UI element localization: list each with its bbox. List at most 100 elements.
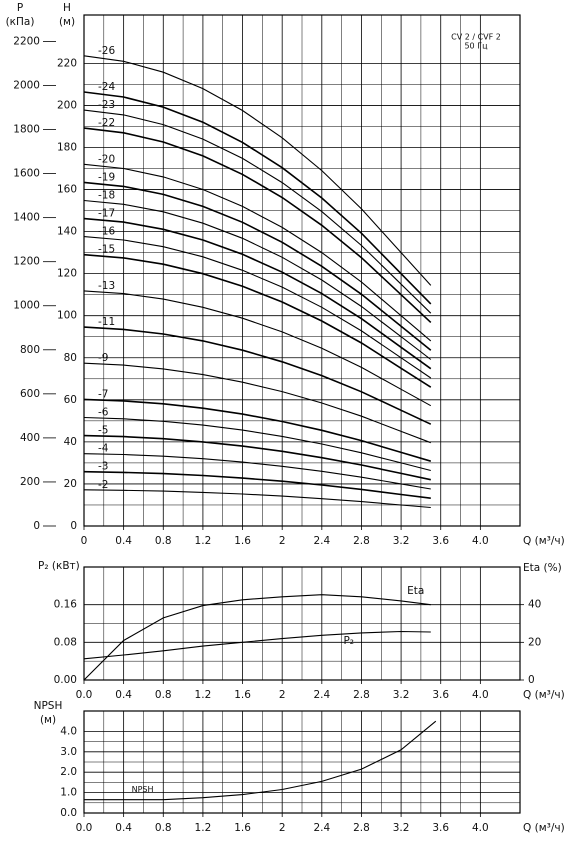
y2-tick-label: 400 [20,432,40,444]
series-line [83,594,431,681]
series-label: -22 [98,117,115,129]
x-tick-label: 0.8 [155,822,172,834]
series-label: P₂ [343,635,354,647]
y-tick-label: 200 [57,99,77,111]
y-axis-title: P₂ (кВт) [38,560,80,572]
x-tick-label: 0.4 [115,535,132,547]
y2-tick-label: 1000 [13,300,40,312]
series-line [83,290,432,407]
series-line [83,470,431,499]
y-tick-label: 4.0 [60,725,77,737]
x-tick-label: 2.4 [313,535,330,547]
series-label: -19 [98,171,115,183]
x-tick-label: 4.0 [472,689,489,701]
y-tick-label: 0.00 [54,674,77,686]
series-line [83,199,432,360]
series-label: -11 [98,316,115,328]
y2-tick-label: 40 [528,599,541,611]
x-tick-label: 1.6 [234,535,251,547]
series-line [83,453,431,490]
series-label: -16 [98,226,115,238]
series-line [83,217,432,370]
x-tick-label: 2 [279,822,286,834]
y2-tick-label: 1600 [13,168,40,180]
x-tick-label: 2 [279,689,286,701]
annotation: 50 Гц [464,42,488,51]
series-label: -20 [98,153,115,165]
x-axis-title: Q (м³/ч) [523,535,565,547]
y-tick-label: 0.0 [60,807,77,819]
x-tick-label: 0.0 [76,822,93,834]
x-tick-label: 1.6 [234,689,251,701]
x-tick-label: 4.0 [472,822,489,834]
series-line [83,630,431,660]
series-line [83,55,432,286]
series-label: -3 [98,461,108,473]
x-tick-label: 0.4 [115,822,132,834]
x-tick-label: 3.6 [432,822,449,834]
series-line [83,181,432,351]
y-tick-label: 80 [64,352,77,364]
series-line [83,127,432,323]
series-label: -9 [98,352,108,364]
y2-tick-label: 800 [20,344,40,356]
y-tick-label: 140 [57,226,77,238]
series-line [83,398,432,462]
y-tick-label: 120 [57,268,77,280]
x-tick-label: 2.8 [353,689,370,701]
x-tick-label: 3.6 [432,689,449,701]
x-tick-label: 2 [279,535,286,547]
series-line [83,362,431,444]
y-tick-label: 40 [64,436,77,448]
y-tick-label: 0.08 [54,636,77,648]
series-label: Eta [407,585,424,597]
x-tick-label: 2.8 [353,822,370,834]
x-axis-title: Q (м³/ч) [523,689,565,701]
x-tick-label: 3.2 [393,689,410,701]
x-tick-label: 2.8 [353,535,370,547]
series-label: -6 [98,406,109,418]
series-line [83,326,432,425]
series-line [83,253,432,388]
series-label: -4 [98,443,109,455]
y-tick-label: 160 [57,184,77,196]
y-tick-label: 220 [57,57,77,69]
y2-tick-label: 20 [528,636,541,648]
y-tick-label: 0 [70,520,77,532]
series-label: -18 [98,189,115,201]
series-label: -13 [98,280,115,292]
y-axis-title: (м) [40,714,56,726]
y-axis-title: NPSH [34,700,63,712]
y2-tick-label: 1800 [13,124,40,136]
series-line [83,109,432,314]
x-axis-title: Q (м³/ч) [523,822,565,834]
y-tick-label: 2.0 [60,766,77,778]
y-tick-label: 100 [57,310,77,322]
series-label: -24 [98,81,115,93]
series-label: -23 [98,99,115,111]
y-tick-label: 0.16 [54,599,78,611]
y2-tick-label: 600 [20,388,40,400]
series-line [83,236,432,379]
x-tick-label: 2.4 [313,822,330,834]
y2-tick-label: 200 [20,476,40,488]
series-label: -7 [98,388,108,400]
y-tick-label: 180 [57,141,77,153]
y2-axis-title: Eta (%) [523,562,562,574]
x-tick-label: 3.2 [393,535,410,547]
y-tick-label: 1.0 [60,787,77,799]
y2-axis-title: P [17,2,23,14]
series-label: -2 [98,479,108,491]
y2-tick-label: 0 [33,520,40,532]
y-tick-label: 20 [64,478,77,490]
plot-frame [83,710,521,814]
x-tick-label: 3.2 [393,822,410,834]
x-tick-label: 0.8 [155,689,172,701]
series-label: NPSH [132,785,154,794]
y2-tick-label: 2200 [13,35,40,47]
x-tick-label: 2.4 [313,689,330,701]
series-label: -26 [98,45,115,57]
y2-tick-label: 1400 [13,212,40,224]
y2-tick-label: 0 [528,674,535,686]
